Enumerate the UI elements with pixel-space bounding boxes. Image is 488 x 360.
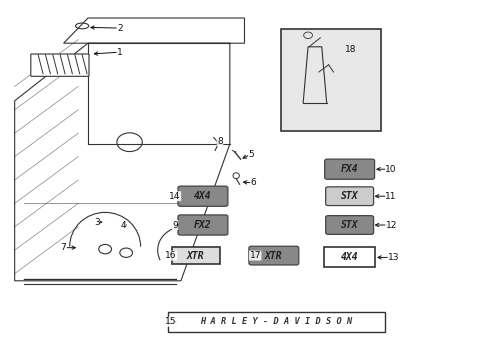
FancyBboxPatch shape — [324, 247, 374, 267]
Text: 15: 15 — [165, 318, 177, 327]
Text: 1: 1 — [117, 48, 122, 57]
Text: STX: STX — [340, 191, 358, 201]
Text: FX2: FX2 — [194, 220, 211, 230]
Text: 3: 3 — [94, 217, 100, 227]
Text: 2: 2 — [117, 24, 122, 33]
Text: 18: 18 — [345, 45, 356, 54]
Text: 12: 12 — [385, 220, 396, 230]
Text: 10: 10 — [385, 165, 396, 174]
Text: 7: 7 — [61, 243, 66, 252]
Text: 16: 16 — [165, 251, 177, 260]
Text: 9: 9 — [172, 220, 178, 230]
FancyBboxPatch shape — [31, 54, 89, 76]
Text: 11: 11 — [385, 192, 396, 201]
Text: 6: 6 — [250, 179, 256, 188]
Text: 4X4: 4X4 — [194, 191, 211, 201]
FancyBboxPatch shape — [178, 186, 227, 206]
Text: 5: 5 — [248, 150, 254, 159]
FancyBboxPatch shape — [325, 187, 373, 206]
Text: 4: 4 — [120, 220, 126, 230]
Text: XTR: XTR — [186, 251, 204, 261]
Text: 8: 8 — [217, 137, 223, 146]
Bar — [281, 29, 381, 131]
Text: 17: 17 — [249, 251, 261, 260]
FancyBboxPatch shape — [325, 216, 373, 234]
FancyBboxPatch shape — [167, 312, 384, 332]
Text: FX4: FX4 — [340, 164, 358, 174]
FancyBboxPatch shape — [178, 215, 227, 235]
FancyBboxPatch shape — [248, 246, 298, 265]
Text: 14: 14 — [169, 192, 181, 201]
Text: 13: 13 — [387, 253, 399, 262]
Text: STX: STX — [340, 220, 358, 230]
FancyBboxPatch shape — [324, 159, 374, 179]
FancyBboxPatch shape — [171, 247, 219, 264]
Text: H A R L E Y - D A V I D S O N: H A R L E Y - D A V I D S O N — [200, 318, 352, 327]
Text: XTR: XTR — [264, 251, 282, 261]
Text: 4X4: 4X4 — [340, 252, 358, 262]
